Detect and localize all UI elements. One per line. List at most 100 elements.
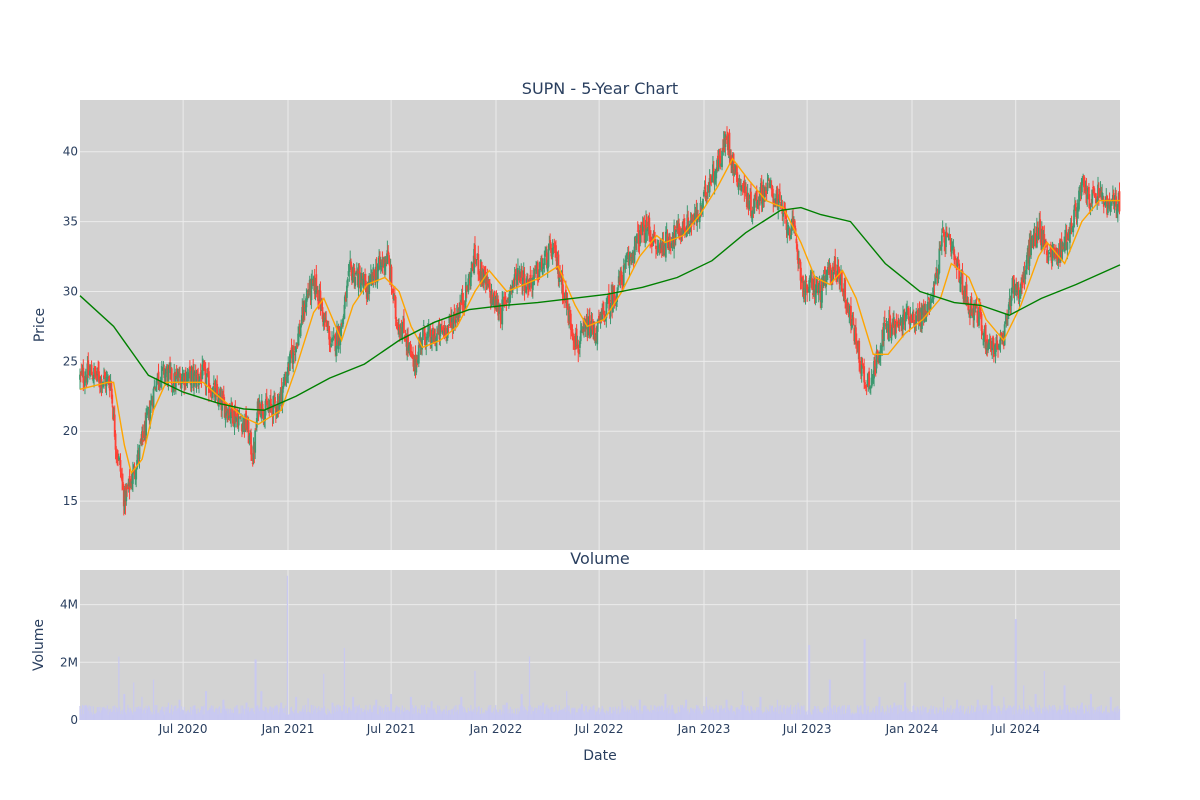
volume-bar	[100, 710, 103, 720]
candle	[808, 275, 811, 302]
volume-bar	[438, 706, 441, 720]
volume-bar	[305, 714, 308, 720]
candle	[305, 288, 308, 316]
volume-bar	[400, 714, 402, 720]
candle	[464, 274, 467, 310]
volume-bar	[675, 713, 677, 720]
volume-bar	[655, 711, 657, 720]
volume-bar	[470, 705, 472, 720]
volume-bar	[1086, 711, 1088, 720]
volume-bar	[339, 706, 341, 720]
volume-bar	[461, 696, 463, 720]
volume-bar	[798, 707, 800, 720]
volume-subplot-title: Volume	[570, 549, 630, 568]
volume-bar	[449, 714, 451, 720]
volume-bar	[537, 705, 540, 720]
volume-bar	[571, 708, 574, 720]
volume-bar	[121, 714, 123, 720]
volume-bar	[827, 705, 829, 720]
volume-bar	[746, 710, 748, 720]
volume-bar	[325, 714, 327, 720]
candle	[669, 233, 671, 252]
volume-bar	[1109, 696, 1111, 720]
candle	[897, 317, 900, 331]
candlesticks	[79, 126, 1121, 516]
volume-bar	[788, 707, 790, 720]
volume-bar	[252, 708, 254, 720]
volume-bar	[832, 714, 834, 720]
volume-bar	[712, 709, 714, 720]
candle	[958, 259, 961, 283]
volume-bar	[344, 713, 346, 720]
volume-bar	[471, 710, 473, 720]
candle	[138, 444, 141, 469]
volume-bar	[455, 705, 457, 720]
volume-bar	[721, 710, 723, 720]
volume-bar	[1010, 708, 1012, 720]
candle	[534, 265, 537, 278]
volume-bar	[811, 714, 813, 720]
candle	[737, 182, 740, 195]
volume-bar	[453, 706, 455, 720]
date-tick-label: Jul 2020	[158, 722, 208, 736]
volume-bar	[360, 708, 362, 720]
volume-bar	[542, 702, 544, 720]
volume-bar	[289, 713, 291, 720]
volume-bar	[635, 709, 637, 720]
volume-bar	[645, 706, 647, 720]
volume-bar	[1018, 705, 1021, 720]
volume-bar	[937, 713, 939, 720]
volume-bar	[335, 707, 337, 720]
volume-bar	[544, 713, 546, 720]
volume-bar	[118, 656, 120, 720]
volume-bar	[584, 714, 586, 720]
volume-bar	[694, 709, 697, 720]
volume-bar	[800, 705, 802, 720]
candle	[847, 302, 850, 318]
volume-bar	[279, 707, 281, 720]
volume-bar	[162, 706, 164, 720]
volume-bar	[892, 707, 894, 720]
volume-bar	[971, 712, 974, 720]
volume-bar	[185, 713, 188, 720]
volume-bar	[904, 682, 907, 720]
volume-bar	[126, 709, 128, 720]
volume-bar	[477, 706, 479, 720]
volume-bar	[631, 706, 633, 720]
volume-bar	[480, 713, 482, 720]
volume-bar	[390, 694, 393, 720]
volume-bar	[654, 705, 656, 720]
volume-bar	[833, 712, 836, 720]
volume-bar	[553, 711, 555, 720]
volume-bar	[181, 709, 184, 720]
volume-bar	[720, 705, 722, 720]
volume-bar	[291, 711, 293, 720]
volume-bar	[147, 707, 149, 720]
volume-bar	[413, 707, 415, 720]
volume-bar	[688, 714, 690, 720]
volume-bar	[525, 709, 527, 720]
volume-bar	[516, 713, 518, 720]
volume-bar	[727, 707, 729, 720]
volume-bar	[329, 713, 331, 720]
volume-bar	[233, 707, 236, 720]
volume-bar	[96, 707, 98, 720]
volume-bar	[1022, 711, 1024, 720]
volume-bar	[147, 705, 150, 720]
volume-bar	[132, 714, 134, 720]
volume-bar	[1015, 619, 1017, 720]
volume-bar	[994, 706, 997, 720]
volume-bar	[381, 712, 383, 720]
volume-bar	[342, 705, 345, 720]
volume-bar	[1046, 708, 1048, 720]
volume-bar	[920, 710, 922, 720]
volume-bar	[518, 714, 520, 720]
volume-bar	[620, 709, 622, 720]
volume-bar	[552, 706, 554, 720]
volume-bar	[797, 702, 799, 720]
volume-bar	[514, 708, 517, 720]
volume-bar	[439, 709, 441, 720]
volume-bar	[552, 712, 555, 720]
candle	[346, 276, 349, 288]
volume-bar	[485, 711, 488, 720]
